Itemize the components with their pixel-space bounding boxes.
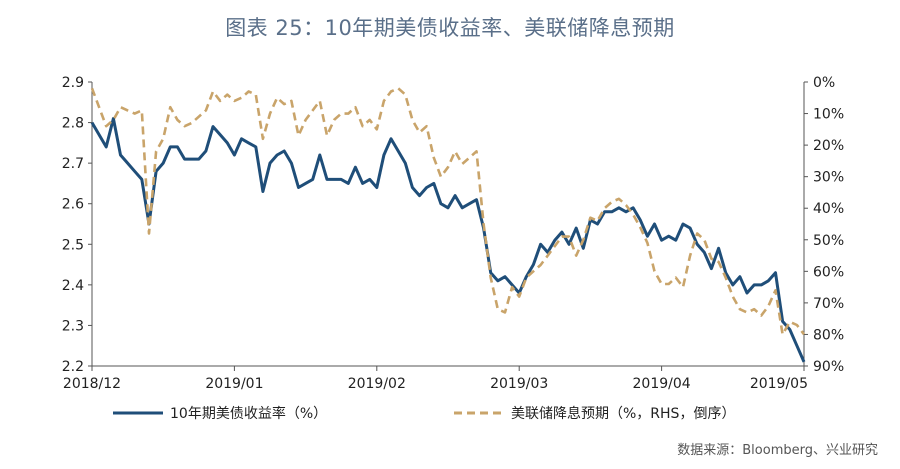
x-tick-label: 2019/02 (348, 376, 406, 392)
left-tick-label: 2.6 (62, 197, 84, 213)
source-note: 数据来源：Bloomberg、兴业研究 (677, 443, 878, 458)
chart-title: 图表 25：10年期美债收益率、美联储降息预期 (225, 16, 675, 40)
legend-item-cut-expectation: 美联储降息预期（%，RHS，倒序） (454, 405, 735, 422)
series-group (90, 87, 806, 363)
x-tick-label: 2019/05 (750, 376, 808, 392)
legend: 10年期美债收益率（%） 美联储降息预期（%，RHS，倒序） (113, 405, 735, 422)
x-tick-label: 2019/03 (490, 376, 548, 392)
left-tick-label: 2.4 (62, 278, 84, 294)
right-tick-label: 50% (813, 233, 844, 249)
legend-item-yield: 10年期美债收益率（%） (113, 405, 327, 422)
legend-label: 10年期美债收益率（%） (170, 405, 327, 422)
right-tick-label: 70% (813, 296, 844, 312)
left-tick-label: 2.3 (62, 318, 84, 334)
axes: 2.2 2.3 2.4 2.5 2.6 2.7 2.8 2.9 0% 10% 20% 30% 40% 50… (62, 75, 844, 392)
left-tick-label: 2.9 (62, 75, 84, 91)
right-tick-label: 90% (813, 359, 844, 375)
left-tick-label: 2.5 (62, 237, 84, 253)
left-tick-label: 2.7 (62, 156, 84, 172)
right-tick-label: 10% (813, 107, 844, 123)
right-tick-label: 40% (813, 201, 844, 217)
right-tick-label: 60% (813, 264, 844, 280)
right-tick-label: 80% (813, 327, 844, 343)
x-tick-label: 2018/12 (63, 376, 121, 392)
series-line-yield (90, 117, 806, 363)
legend-label: 美联储降息预期（%，RHS，倒序） (511, 405, 735, 422)
series-line-cut-expectation (90, 87, 806, 336)
right-tick-label: 20% (813, 138, 844, 154)
right-tick-label: 30% (813, 170, 844, 186)
left-tick-label: 2.8 (62, 116, 84, 132)
x-tick-label: 2019/04 (633, 376, 691, 392)
right-tick-label: 0% (813, 75, 835, 91)
left-tick-label: 2.2 (62, 359, 84, 375)
x-tick-label: 2019/01 (205, 376, 263, 392)
